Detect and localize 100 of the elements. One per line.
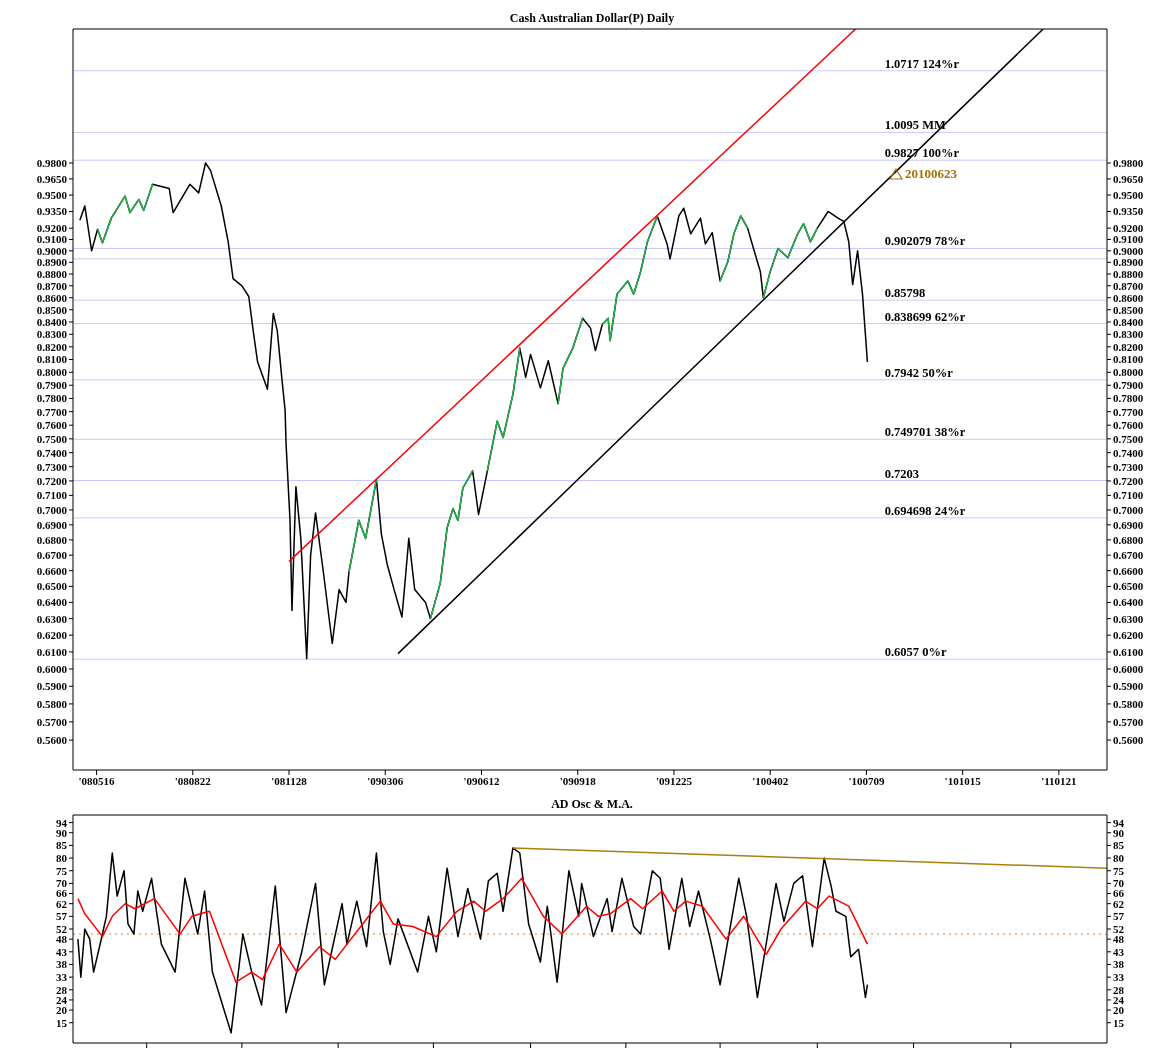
text: 0.6000	[1113, 662, 1144, 675]
y-tick-label: 0.8600	[36, 291, 68, 304]
y-tick-label: 38	[56, 958, 68, 971]
y-tick-label: 0.7300	[36, 460, 68, 473]
y-tick-label: 52	[56, 922, 68, 935]
y-tick-label: 0.8300	[36, 328, 68, 341]
text: 0.6200	[1113, 629, 1144, 642]
x-tick-label: '091225	[655, 774, 693, 787]
text: 0.5700	[1113, 715, 1144, 728]
y2-tick-label: 15	[1113, 1016, 1125, 1029]
y-tick-label: 0.8700	[36, 279, 68, 292]
y-tick-label: 0.7500	[36, 432, 68, 445]
y-tick-label: 48	[56, 933, 68, 946]
x-tick-label: '100709	[848, 774, 885, 787]
y2-tick-label: 52	[1113, 922, 1125, 935]
text: 0.8400	[1113, 315, 1144, 328]
y-tick-label: 0.5600	[36, 734, 68, 747]
y2-tick-label: 94	[1113, 816, 1125, 829]
ref-line-label: 0.694698 24%r	[884, 503, 966, 518]
y-tick-label: 0.6300	[36, 612, 68, 625]
text: 0.8700	[1113, 279, 1144, 292]
x-tick-label: '090918	[559, 774, 597, 787]
y2-tick-label: 48	[1113, 933, 1125, 946]
y-tick-label: 24	[56, 993, 68, 1006]
text: 0.8600	[1113, 291, 1144, 304]
text: 0.9350	[1113, 205, 1144, 218]
text: 0.5600	[1113, 734, 1144, 747]
text: 0.6700	[1113, 549, 1144, 562]
text: 0.9500	[1113, 188, 1144, 201]
y2-tick-label: 24	[1113, 993, 1125, 1006]
y2-tick-label: 70	[1113, 877, 1125, 890]
y-tick-label: 0.9000	[36, 244, 68, 257]
y-tick-label: 0.5700	[36, 715, 68, 728]
text: 0.7400	[1113, 446, 1144, 459]
text: 0.8800	[1113, 267, 1144, 280]
y-tick-label: 0.6200	[36, 629, 68, 642]
y-tick-label: 43	[56, 945, 68, 958]
text: 0.9650	[1113, 172, 1144, 185]
y2-tick-label: 66	[1113, 887, 1125, 900]
y2-tick-label: 80	[1113, 851, 1125, 864]
y-tick-label: 0.7900	[36, 379, 68, 392]
y-tick-label: 0.8900	[36, 256, 68, 269]
ref-line-label: 0.6057 0%r	[884, 645, 947, 660]
x-tick-label: '101015	[944, 774, 982, 787]
y-tick-label: 0.9500	[36, 188, 68, 201]
y2-tick-label: 38	[1113, 958, 1125, 971]
ref-line-label: 1.0095 MM	[884, 118, 946, 133]
y-tick-label: 20	[56, 1003, 68, 1016]
text: 0.6300	[1113, 612, 1144, 625]
y2-tick-label: 28	[1113, 983, 1125, 996]
ref-line-label: 0.7942 50%r	[884, 365, 954, 380]
y-tick-label: 75	[56, 864, 68, 877]
x-tick-label: '080516	[78, 774, 116, 787]
y-tick-label: 0.8200	[36, 340, 68, 353]
y2-tick-label: 85	[1113, 839, 1125, 852]
y-tick-label: 33	[56, 971, 68, 984]
text: 0.6900	[1113, 518, 1144, 531]
y-tick-label: 0.6700	[36, 549, 68, 562]
text: 0.9100	[1113, 233, 1144, 246]
text: 0.7900	[1113, 379, 1144, 392]
text: 0.9200	[1113, 222, 1144, 235]
y-tick-label: 57	[56, 910, 68, 923]
text: 0.6100	[1113, 645, 1144, 658]
y2-tick-label: 57	[1113, 910, 1125, 923]
y-tick-label: 0.6600	[36, 564, 68, 577]
text: 0.8100	[1113, 353, 1144, 366]
text: 0.7200	[1113, 474, 1144, 487]
line-series	[77, 877, 869, 983]
text: 0.6600	[1113, 564, 1144, 577]
y-tick-label: 0.6000	[36, 662, 68, 675]
x-tick-label: '100402	[752, 774, 789, 787]
y-tick-label: 0.6400	[36, 596, 68, 609]
text: 0.8200	[1113, 340, 1144, 353]
text: 0.7800	[1113, 392, 1144, 405]
y-tick-label: 0.7200	[36, 474, 68, 487]
text: 0.8300	[1113, 328, 1144, 341]
y-tick-label: 62	[56, 897, 68, 910]
y2-tick-label: 33	[1113, 971, 1125, 984]
ref-line-label: 0.7203	[884, 466, 920, 481]
line-series	[77, 847, 869, 1034]
text: 0.7600	[1113, 419, 1144, 432]
y-tick-label: 70	[56, 877, 68, 890]
y-tick-label: 80	[56, 851, 68, 864]
text: 0.7700	[1113, 405, 1144, 418]
y-tick-label: 0.7700	[36, 405, 68, 418]
text: 0.7000	[1113, 503, 1144, 516]
y2-tick-label: 20	[1113, 1003, 1125, 1016]
text: 0.9000	[1113, 244, 1144, 257]
text: 0.7100	[1113, 489, 1144, 502]
y2-tick-label: 62	[1113, 897, 1125, 910]
text: 0.6400	[1113, 596, 1144, 609]
x-tick-label: '081128	[271, 774, 308, 787]
y2-tick-label: 75	[1113, 864, 1125, 877]
text: 0.6500	[1113, 580, 1144, 593]
y-tick-label: 0.5800	[36, 697, 68, 710]
x-tick-label: '080822	[174, 774, 212, 787]
text: 0.8000	[1113, 366, 1144, 379]
y-tick-label: 0.9800	[36, 156, 68, 169]
y2-tick-label: 43	[1113, 945, 1125, 958]
y-tick-label: 94	[56, 816, 68, 829]
